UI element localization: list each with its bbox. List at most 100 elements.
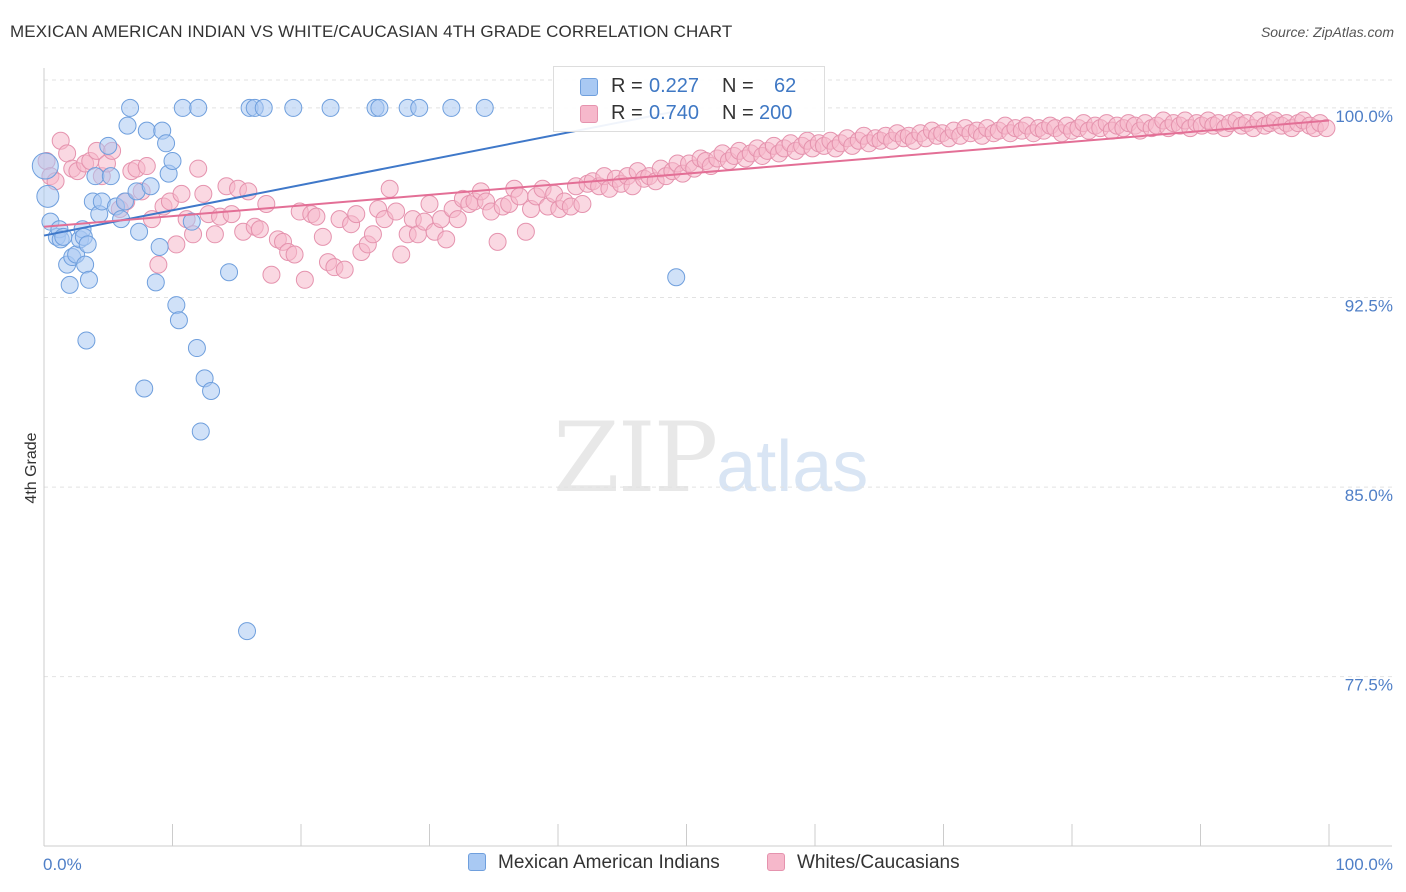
point-mexican-american-indian (187, 339, 206, 358)
point-mexican-american-indian (99, 136, 118, 155)
trend-lines (43, 110, 1330, 237)
point-white-caucasian (347, 205, 366, 224)
series-whites-caucasians (37, 111, 1336, 289)
point-white-caucasian (392, 245, 411, 264)
bottom-legend-swatch-pink (767, 853, 785, 871)
y-tick-label: 100.0% (1335, 107, 1393, 126)
point-mexican-american-indian (118, 116, 137, 135)
point-white-caucasian (307, 207, 326, 226)
point-white-caucasian (516, 222, 535, 241)
y-tick-label: 77.5% (1345, 676, 1393, 695)
point-mexican-american-indian (191, 422, 210, 441)
point-white-caucasian (420, 194, 439, 213)
point-mexican-american-indian (173, 98, 192, 117)
point-mexican-american-indian (101, 167, 120, 186)
trend-line-mexican-american-indians (43, 110, 674, 237)
point-mexican-american-indian (321, 98, 340, 117)
source-label: Source: ZipAtlas.com (1260, 24, 1394, 40)
series-mexican-american-indians (31, 98, 686, 641)
point-mexican-american-indian (130, 222, 149, 241)
legend-n-label: N = (722, 75, 754, 97)
point-mexican-american-indian (31, 152, 59, 180)
bottom-legend-whites-caucasians: Whites/Caucasians (767, 852, 960, 876)
point-mexican-american-indian (284, 98, 303, 117)
point-mexican-american-indian (121, 98, 140, 117)
legend-n-value: 200 (759, 102, 793, 124)
point-white-caucasian (313, 227, 332, 246)
point-mexican-american-indian (167, 296, 186, 315)
point-white-caucasian (363, 225, 382, 244)
point-white-caucasian (137, 157, 156, 176)
y-axis-label: 4th Grade (23, 432, 40, 503)
point-mexican-american-indian (146, 273, 165, 292)
point-white-caucasian (58, 144, 77, 163)
legend-swatch-pink (580, 105, 598, 123)
point-mexican-american-indian (78, 235, 97, 254)
point-white-caucasian (335, 260, 354, 279)
point-mexican-american-indian (475, 98, 494, 117)
point-mexican-american-indian (115, 192, 134, 211)
watermark-zip: ZIP (553, 402, 718, 514)
x-tick-label-right: 100.0% (1335, 855, 1393, 874)
point-mexican-american-indian (76, 255, 95, 274)
correlation-legend: R = 0.227 N = 62 R = 0.740 N = 200 (553, 66, 825, 132)
point-mexican-american-indian (169, 311, 188, 330)
point-mexican-american-indian (254, 98, 273, 117)
point-white-caucasian (172, 184, 191, 203)
tick-labels: 100.0% 92.5% 85.0% 77.5% 0.0% 100.0% (43, 107, 1393, 874)
y-tick-label: 92.5% (1345, 296, 1393, 315)
point-mexican-american-indian (135, 379, 154, 398)
point-white-caucasian (285, 245, 304, 264)
trend-line-whites-caucasians (43, 119, 1330, 228)
point-mexican-american-indian (150, 237, 169, 256)
point-mexican-american-indian (370, 98, 389, 117)
point-white-caucasian (387, 202, 406, 221)
legend-swatch-blue (580, 78, 598, 96)
point-mexican-american-indian (141, 177, 160, 196)
point-white-caucasian (380, 179, 399, 198)
point-mexican-american-indian (182, 212, 201, 231)
point-white-caucasian (194, 184, 213, 203)
legend-r-value: 0.740 (649, 102, 700, 124)
point-white-caucasian (448, 210, 467, 229)
point-white-caucasian (295, 270, 314, 289)
bottom-legend-mexican-american-indians: Mexican American Indians (468, 852, 720, 876)
point-mexican-american-indian (60, 275, 79, 294)
point-mexican-american-indian (163, 151, 182, 170)
bottom-legend-swatch-blue (468, 853, 486, 871)
point-mexican-american-indian (137, 121, 156, 140)
legend-n-label: N = (722, 102, 754, 124)
legend-n-value: 62 (774, 75, 797, 97)
point-mexican-american-indian (79, 270, 98, 289)
point-mexican-american-indian (36, 184, 60, 208)
point-mexican-american-indian (86, 167, 105, 186)
point-mexican-american-indian (77, 331, 96, 350)
point-white-caucasian (167, 235, 186, 254)
legend-r-label: R = (611, 75, 643, 97)
point-mexican-american-indian (202, 382, 221, 401)
point-white-caucasian (205, 225, 224, 244)
point-mexican-american-indian (157, 134, 176, 153)
y-tick-label: 85.0% (1345, 486, 1393, 505)
legend-row-whites-caucasians: R = 0.740 N = 200 (554, 100, 824, 128)
point-white-caucasian (437, 230, 456, 249)
point-white-caucasian (257, 194, 276, 213)
x-tick-label-left: 0.0% (43, 855, 82, 874)
point-mexican-american-indian (189, 98, 208, 117)
point-white-caucasian (250, 220, 269, 239)
bottom-legend-label: Whites/Caucasians (797, 852, 960, 873)
legend-r-label: R = (611, 102, 643, 124)
point-mexican-american-indian (220, 263, 239, 282)
point-white-caucasian (488, 232, 507, 251)
point-white-caucasian (573, 194, 592, 213)
point-mexican-american-indian (410, 98, 429, 117)
point-white-caucasian (189, 159, 208, 178)
point-white-caucasian (222, 205, 241, 224)
watermark-atlas: atlas (716, 427, 869, 507)
point-white-caucasian (149, 255, 168, 274)
legend-row-mexican-american-indians: R = 0.227 N = 62 (554, 73, 824, 101)
watermark: ZIPatlas (553, 402, 868, 514)
point-mexican-american-indian (442, 98, 461, 117)
point-white-caucasian (1317, 119, 1336, 138)
